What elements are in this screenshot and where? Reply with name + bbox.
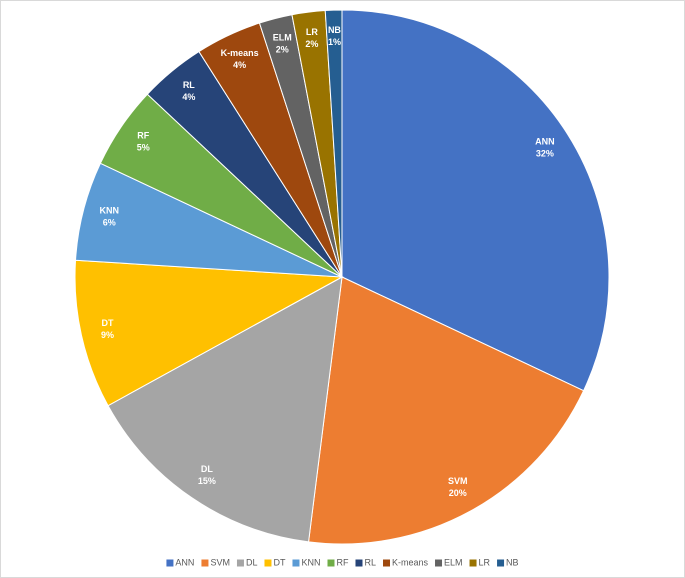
legend-swatch [327, 559, 335, 567]
data-label-value: 6% [103, 218, 116, 228]
legend-label: RF [336, 557, 348, 567]
pie-slice [74, 259, 344, 407]
data-label-category: RL [183, 80, 195, 90]
data-label-category: SVM [448, 476, 468, 486]
legend-swatch [236, 559, 244, 567]
legend-label: DL [246, 557, 258, 567]
legend-swatch [292, 559, 300, 567]
data-label-value: 5% [137, 142, 150, 152]
data-label-category: DL [201, 464, 213, 474]
legend-label: K-means [392, 557, 429, 567]
data-label-category: RF [137, 130, 149, 140]
legend-swatch [264, 559, 272, 567]
legend-swatch [383, 559, 391, 567]
legend-label: SVM [210, 557, 230, 567]
pie-slice [307, 276, 585, 545]
legend-label: NB [506, 557, 519, 567]
legend-label: ELM [444, 557, 463, 567]
data-label-category: K-means [221, 48, 259, 58]
data-label-category: KNN [99, 206, 119, 216]
data-label-value: 2% [276, 45, 289, 55]
legend-label: LR [479, 557, 491, 567]
data-label-value: 2% [305, 39, 318, 49]
legend-swatch [435, 559, 443, 567]
legend-label: ANN [175, 557, 194, 567]
pie-slice [341, 9, 610, 392]
pie-slice [107, 276, 343, 543]
data-label-category: ANN [535, 137, 555, 147]
legend-swatch [355, 559, 363, 567]
legend-label: KNN [301, 557, 320, 567]
data-label-value: 32% [536, 149, 554, 159]
legend-label: RL [364, 557, 376, 567]
data-label-category: NB [328, 25, 341, 35]
legend: ANN SVM DL DT KNN RF RL K-means ELM LR NB [166, 557, 519, 567]
legend-swatch [497, 559, 505, 567]
data-label-value: 4% [233, 60, 246, 70]
data-label-value: 4% [182, 92, 195, 102]
legend-swatch [166, 559, 174, 567]
data-label-category: LR [306, 27, 318, 37]
data-label-category: DT [101, 318, 113, 328]
data-label-value: 1% [328, 37, 341, 47]
data-label-value: 15% [198, 476, 216, 486]
data-label-category: ELM [273, 33, 292, 43]
legend-swatch [469, 559, 477, 567]
pie-slice [324, 9, 343, 278]
legend-label: DT [273, 557, 285, 567]
legend-swatch [201, 559, 209, 567]
data-label-value: 9% [101, 330, 114, 340]
data-label-value: 20% [449, 488, 467, 498]
